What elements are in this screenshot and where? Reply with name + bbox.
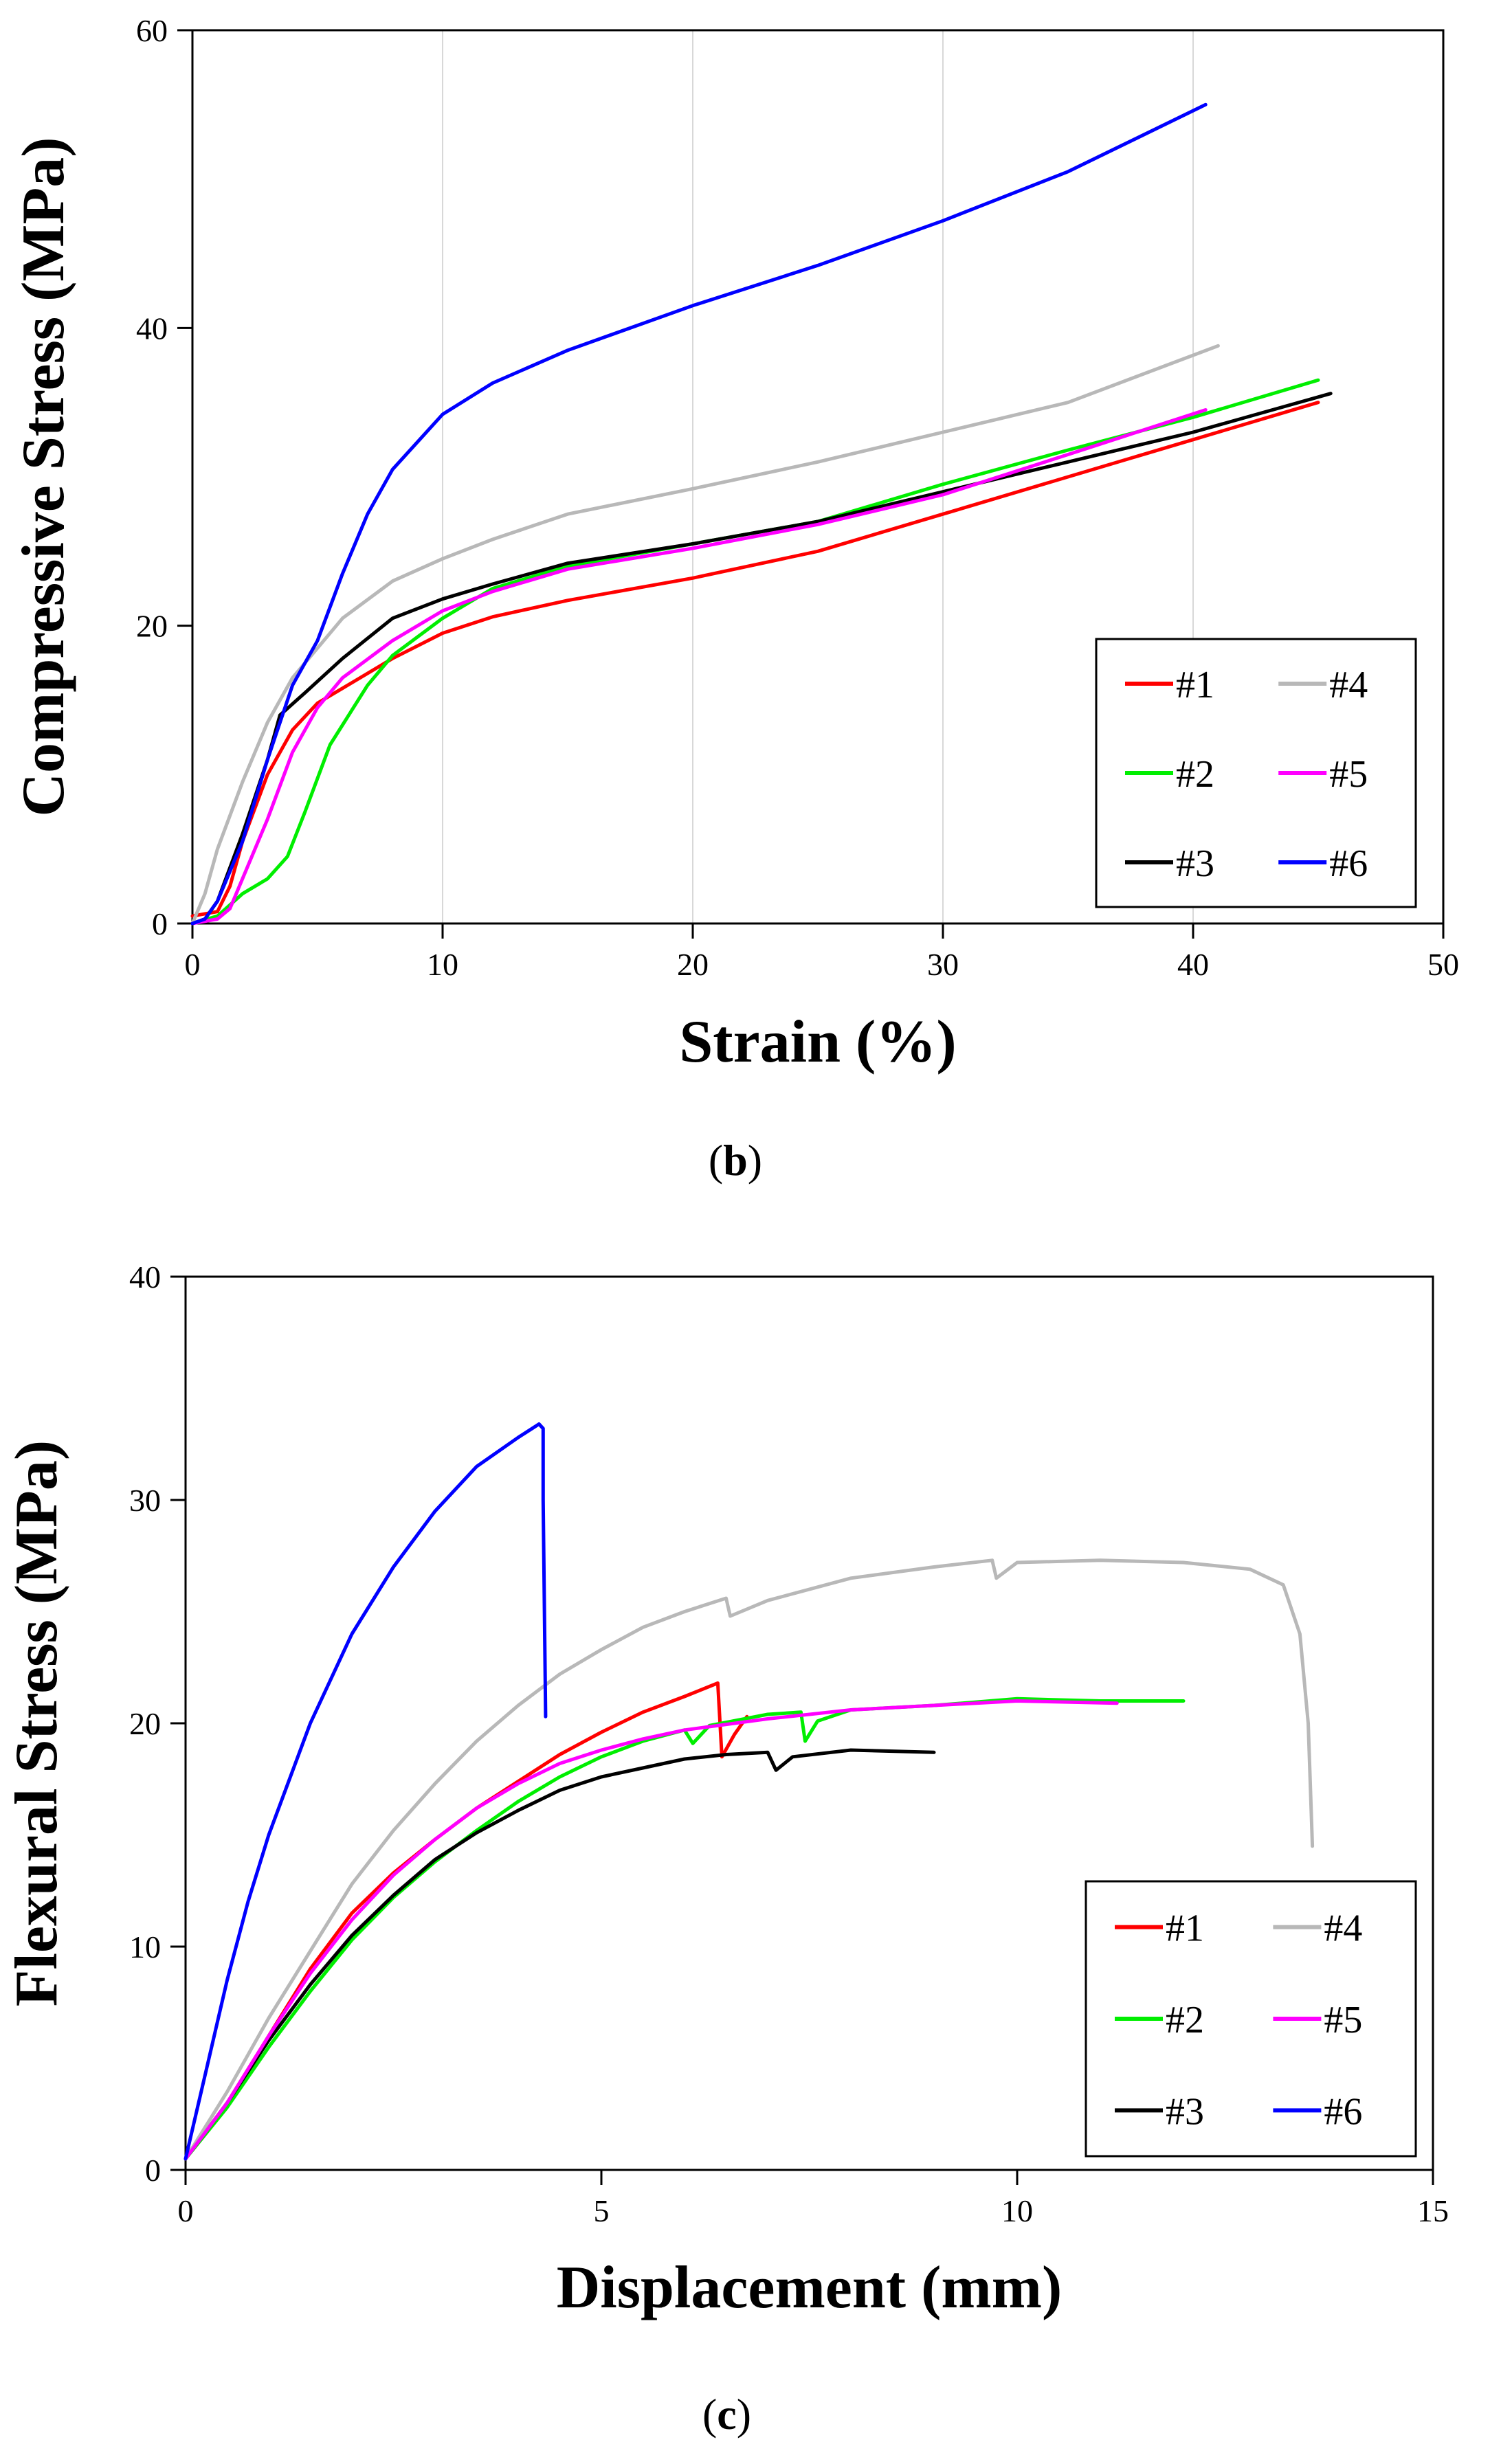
y-axis-title: Flexural Stress (MPa) [3,1440,70,2006]
legend: #1 #2 #3 #4 #5 #6 [1095,638,1417,908]
legend-label-2: #2 [1176,753,1214,796]
legend-label-3: #3 [1176,842,1214,885]
y-axis-title: Compressive Stress (MPa) [10,137,77,816]
series-line-6 [190,102,1208,926]
x-tick-label: 0 [178,2193,194,2228]
x-axis-title: Strain (%) [679,1009,956,1075]
series-line-4 [184,1558,1315,2161]
legend-label-3: #3 [1166,2090,1204,2133]
legend-label-5: #5 [1324,1999,1362,2041]
panel-caption: (b) [709,1136,762,1185]
x-tick-label: 40 [1177,947,1209,982]
y-tick-label: 40 [136,311,168,346]
legend-label-1: #1 [1176,664,1214,706]
series-line-2 [190,378,1320,926]
y-tick-label: 30 [129,1483,161,1518]
x-tick-label: 30 [927,947,959,982]
series-line-5 [190,408,1208,926]
series-line-1 [184,1681,749,2161]
panel-caption-open: ( [702,2390,717,2439]
y-tick-label: 0 [152,906,168,941]
chart-panel-0: 0 10 20 30 40 50 0 20 40 60 Strain (%) Compressive … [10,13,1459,1185]
chart-panel-1: 0 5 10 15 0 10 20 30 40 Displacement (mm) Flexural… [3,1259,1449,2439]
panel-caption-letter: c [717,2390,736,2439]
x-tick-label: 50 [1427,947,1459,982]
x-tick-label: 10 [427,947,458,982]
legend-label-1: #1 [1166,1907,1204,1950]
y-tick-label: 40 [129,1259,161,1295]
y-tick-label: 10 [129,1929,161,1964]
x-tick-label: 20 [677,947,709,982]
series-line-4 [190,344,1220,926]
legend-label-5: #5 [1329,753,1368,796]
series-line-6 [184,1422,548,2161]
plot-frame [191,29,1445,925]
legend-label-4: #4 [1324,1907,1362,1950]
panel-caption-close: ) [737,2390,751,2439]
legend-label-2: #2 [1166,1999,1204,2041]
x-tick-label: 0 [185,947,201,982]
legend-label-6: #6 [1324,2090,1362,2133]
x-tick-label: 10 [1001,2193,1033,2228]
y-tick-label: 0 [145,2153,161,2188]
y-tick-label: 60 [136,13,168,48]
y-tick-label: 20 [129,1706,161,1741]
y-tick-label: 20 [136,609,168,644]
legend-label-4: #4 [1329,664,1368,706]
panel-caption-open: ( [709,1136,723,1185]
panel-caption-close: ) [748,1136,762,1185]
x-tick-label: 15 [1417,2193,1449,2228]
legend-label-6: #6 [1329,842,1368,885]
series-line-5 [184,1699,1119,2161]
panel-caption-letter: b [723,1136,748,1185]
panel-caption: (c) [702,2390,751,2439]
legend: #1 #2 #3 #4 #5 #6 [1085,1880,1417,2158]
x-tick-label: 5 [594,2193,610,2228]
series-line-3 [184,1748,936,2161]
x-axis-title: Displacement (mm) [557,2254,1063,2321]
series-line-2 [184,1696,1186,2161]
